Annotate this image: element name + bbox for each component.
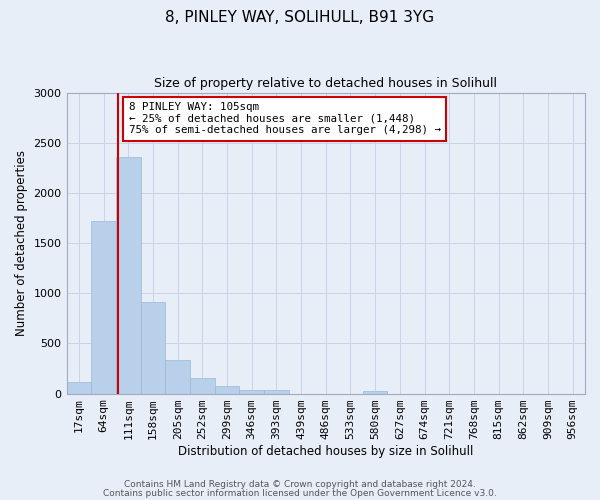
Text: 8, PINLEY WAY, SOLIHULL, B91 3YG: 8, PINLEY WAY, SOLIHULL, B91 3YG	[166, 10, 434, 25]
Bar	[116, 157, 140, 394]
Text: Contains public sector information licensed under the Open Government Licence v3: Contains public sector information licen…	[103, 488, 497, 498]
Bar	[264, 390, 289, 394]
X-axis label: Distribution of detached houses by size in Solihull: Distribution of detached houses by size …	[178, 444, 473, 458]
Bar	[165, 360, 190, 394]
Text: 8 PINLEY WAY: 105sqm
← 25% of detached houses are smaller (1,448)
75% of semi-de: 8 PINLEY WAY: 105sqm ← 25% of detached h…	[129, 102, 441, 136]
Text: Contains HM Land Registry data © Crown copyright and database right 2024.: Contains HM Land Registry data © Crown c…	[124, 480, 476, 489]
Bar	[215, 386, 239, 394]
Bar	[91, 222, 116, 394]
Bar	[239, 390, 264, 394]
Title: Size of property relative to detached houses in Solihull: Size of property relative to detached ho…	[154, 78, 497, 90]
Bar	[190, 378, 215, 394]
Bar	[67, 382, 91, 394]
Y-axis label: Number of detached properties: Number of detached properties	[15, 150, 28, 336]
Bar	[363, 391, 388, 394]
Bar	[140, 302, 165, 394]
